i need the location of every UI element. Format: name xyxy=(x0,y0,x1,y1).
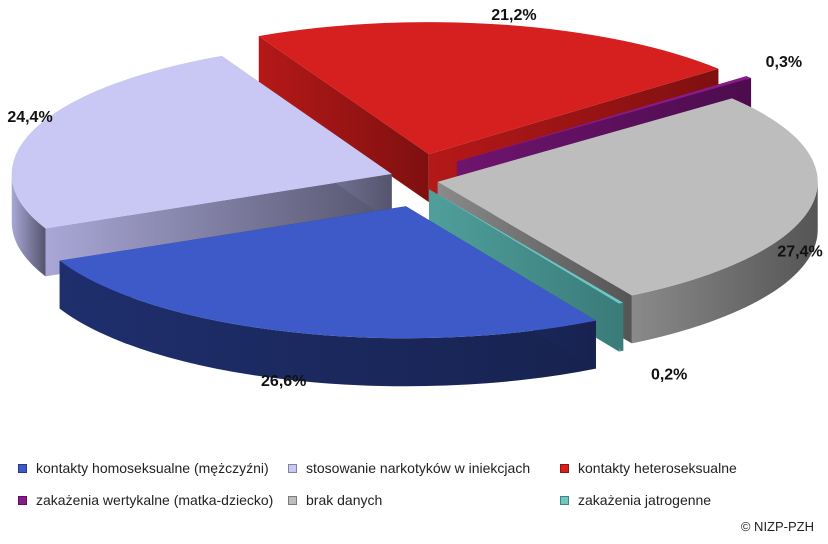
legend-label: kontakty heteroseksualne xyxy=(578,460,737,476)
legend-item-iatrogenic: zakażenia jatrogenne xyxy=(560,492,711,508)
legend-swatch xyxy=(288,463,297,473)
legend-label: zakażenia wertykalne (matka-dziecko) xyxy=(36,492,274,508)
legend-swatch xyxy=(560,495,569,505)
pie-slice-top xyxy=(456,76,752,162)
legend-label: kontakty homoseksualne (mężczyźni) xyxy=(36,460,269,476)
pie-slice-wall xyxy=(258,36,429,203)
pie-slice-top xyxy=(437,98,818,296)
legend-label: zakażenia jatrogenne xyxy=(578,492,712,508)
pie-slice-top xyxy=(59,206,596,339)
pie-slice-label: 0,2% xyxy=(651,367,687,384)
pie-slice-top xyxy=(258,22,719,155)
chart-legend: kontakty homoseksualne (mężczyźni) stoso… xyxy=(0,454,828,514)
pie-slice-label: 21,2% xyxy=(491,7,536,24)
legend-item-injection-drugs: stosowanie narkotyków w iniekcjach xyxy=(288,460,530,476)
legend-item-no-data: brak danych xyxy=(288,492,382,508)
pie-slice xyxy=(11,55,392,277)
pie-slice-top xyxy=(429,189,624,304)
pie-slice-side xyxy=(59,260,596,387)
legend-swatch xyxy=(18,463,27,473)
legend-item-heterosexual: kontakty heteroseksualne xyxy=(560,460,737,476)
pie-slice-label: 26,6% xyxy=(261,373,306,390)
pie-slice-label: 0,3% xyxy=(766,54,802,71)
legend-label: brak danych xyxy=(306,492,383,508)
pie-slice-label: 27,4% xyxy=(777,243,822,260)
legend-item-homosexual: kontakty homoseksualne (mężczyźni) xyxy=(18,460,269,476)
copyright-text: © NIZP-PZH xyxy=(740,519,814,534)
pie-slice-label: 24,4% xyxy=(7,109,52,126)
pie-chart: 26,6% 24,4% 21,2% 0,3% 27,4% 0,2% xyxy=(7,7,822,390)
legend-swatch xyxy=(560,463,569,473)
legend-swatch xyxy=(18,495,27,505)
pie-slice xyxy=(59,206,596,387)
legend-swatch xyxy=(288,495,297,505)
legend-item-vertical: zakażenia wertykalne (matka-dziecko) xyxy=(18,492,273,508)
pie-slice-top xyxy=(11,55,392,229)
legend-label: stosowanie narkotyków w iniekcjach xyxy=(306,460,531,476)
pie-slice-side xyxy=(11,173,46,277)
pie-slice-side xyxy=(631,181,818,344)
